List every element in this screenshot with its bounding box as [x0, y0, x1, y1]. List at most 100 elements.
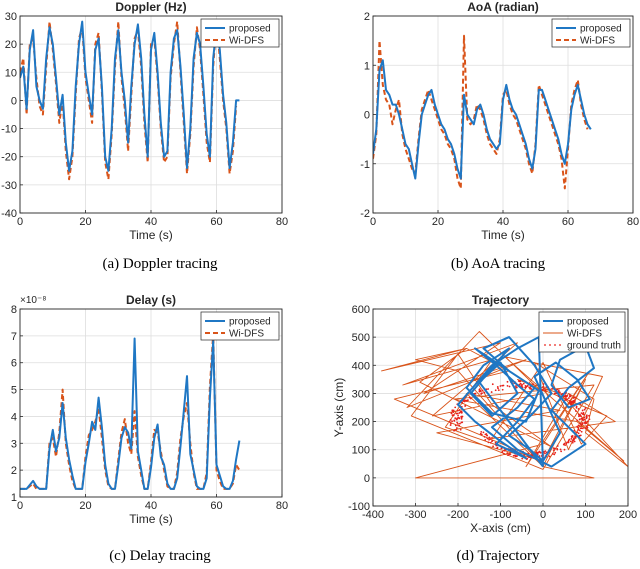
ground-truth-point [551, 387, 554, 390]
ground-truth-point [514, 385, 517, 388]
ground-truth-point [556, 448, 559, 451]
ground-truth-point [581, 427, 584, 430]
ground-truth-point [454, 406, 457, 409]
ground-truth-point [538, 450, 541, 453]
ground-truth-point [526, 384, 529, 387]
ground-truth-point [559, 448, 562, 451]
y-tick-label: -100 [348, 501, 370, 513]
y-tick-label: 1 [364, 60, 370, 72]
ground-truth-point [474, 392, 477, 395]
ground-truth-point [456, 421, 458, 424]
legend-label: proposed [580, 24, 622, 35]
ground-truth-point [458, 412, 461, 414]
x-tick-label: -300 [404, 509, 426, 521]
series-line-proposed [20, 20, 240, 172]
ground-truth-point [576, 426, 579, 429]
ground-truth-point [481, 389, 484, 392]
ground-truth-point [448, 421, 451, 423]
ground-truth-point [497, 389, 500, 392]
ground-truth-point [582, 413, 585, 416]
y-tick-label: 4 [11, 411, 17, 423]
ground-truth-point [453, 429, 455, 432]
ground-truth-point [499, 385, 502, 387]
ground-truth-point [584, 407, 587, 409]
ground-truth-point [570, 437, 573, 440]
ground-truth-point [453, 419, 456, 422]
ground-truth-point [566, 394, 569, 397]
x-axis-label: Time (s) [481, 228, 525, 242]
ground-truth-point [584, 427, 587, 430]
chart-4: -400 -300 -200 -100 0 100 200 -100 0 100 200 300 400… [332, 293, 637, 535]
plot-series-group [20, 20, 240, 181]
ground-truth-point [581, 418, 584, 421]
ground-truth-point [581, 409, 584, 412]
ground-truth-point [522, 382, 525, 385]
ground-truth-point [490, 437, 493, 439]
legend-marker [544, 344, 546, 346]
y-tick-label: 20 [5, 39, 17, 51]
legend-label: proposed [229, 317, 271, 328]
legend-label: Wi-DFS [580, 36, 615, 47]
x-tick-label: 0 [540, 509, 546, 521]
ground-truth-point [484, 439, 487, 441]
ground-truth-point [564, 444, 567, 447]
chart-1: 0 20 40 60 80 -40 -30 -20 -10 0 10 20 30 Doppler (Hz)… [1, 0, 288, 242]
ground-truth-point [487, 388, 490, 390]
ground-truth-point [451, 410, 454, 412]
ground-truth-point [541, 388, 544, 391]
ground-truth-point [580, 424, 583, 426]
ground-truth-point [456, 409, 459, 412]
ground-truth-point [585, 422, 588, 425]
ground-truth-point [588, 414, 590, 417]
caption-a: (a) Doppler tracing [102, 256, 218, 272]
y-tick-label: -1 [360, 159, 370, 171]
x-tick-label: 20 [79, 216, 91, 228]
y-tick-label: 0 [11, 95, 17, 107]
y-tick-label: 2 [11, 465, 17, 477]
ground-truth-point [501, 451, 504, 453]
chart-title: AoA (radian) [467, 0, 539, 14]
ground-truth-point [583, 416, 586, 419]
y-tick-label: 100 [352, 445, 370, 457]
ground-truth-point [556, 445, 559, 447]
x-axis-label: X-axis (cm) [470, 521, 531, 535]
ground-truth-point [532, 383, 535, 386]
x-tick-label: 0 [17, 500, 23, 512]
x-tick-label: -100 [489, 509, 511, 521]
ground-truth-point [519, 382, 522, 385]
ground-truth-point [460, 411, 463, 414]
ground-truth-point [524, 386, 527, 389]
legend-marker [549, 344, 551, 346]
y-tick-label: 0 [364, 473, 370, 485]
ground-truth-point [486, 437, 489, 440]
x-tick-label: 200 [619, 509, 637, 521]
x-tick-label: 40 [145, 500, 157, 512]
ground-truth-point [488, 438, 490, 441]
legend-marker [554, 344, 556, 346]
ground-truth-point [577, 408, 580, 410]
ground-truth-point [450, 412, 453, 415]
ground-truth-point [573, 429, 576, 432]
ground-truth-point [491, 440, 493, 443]
ground-truth-point [552, 449, 555, 452]
x-tick-label: -200 [447, 509, 469, 521]
x-tick-label: 0 [370, 216, 376, 228]
y-tick-label: 5 [11, 385, 17, 397]
ground-truth-point [579, 427, 582, 430]
ground-truth-point [575, 405, 578, 408]
x-tick-label: 80 [627, 216, 639, 228]
ground-truth-point [460, 415, 463, 418]
ground-truth-point [543, 388, 545, 390]
ground-truth-point [457, 414, 459, 417]
ground-truth-point [506, 384, 509, 387]
series-line-proposed [20, 337, 241, 490]
ground-truth-point [560, 450, 563, 453]
ground-truth-point [496, 386, 499, 388]
ground-truth-point [480, 433, 483, 436]
ground-truth-point [512, 454, 515, 457]
y-tick-label: 7 [11, 331, 17, 343]
ground-truth-point [557, 390, 560, 393]
ground-truth-point [449, 424, 452, 426]
